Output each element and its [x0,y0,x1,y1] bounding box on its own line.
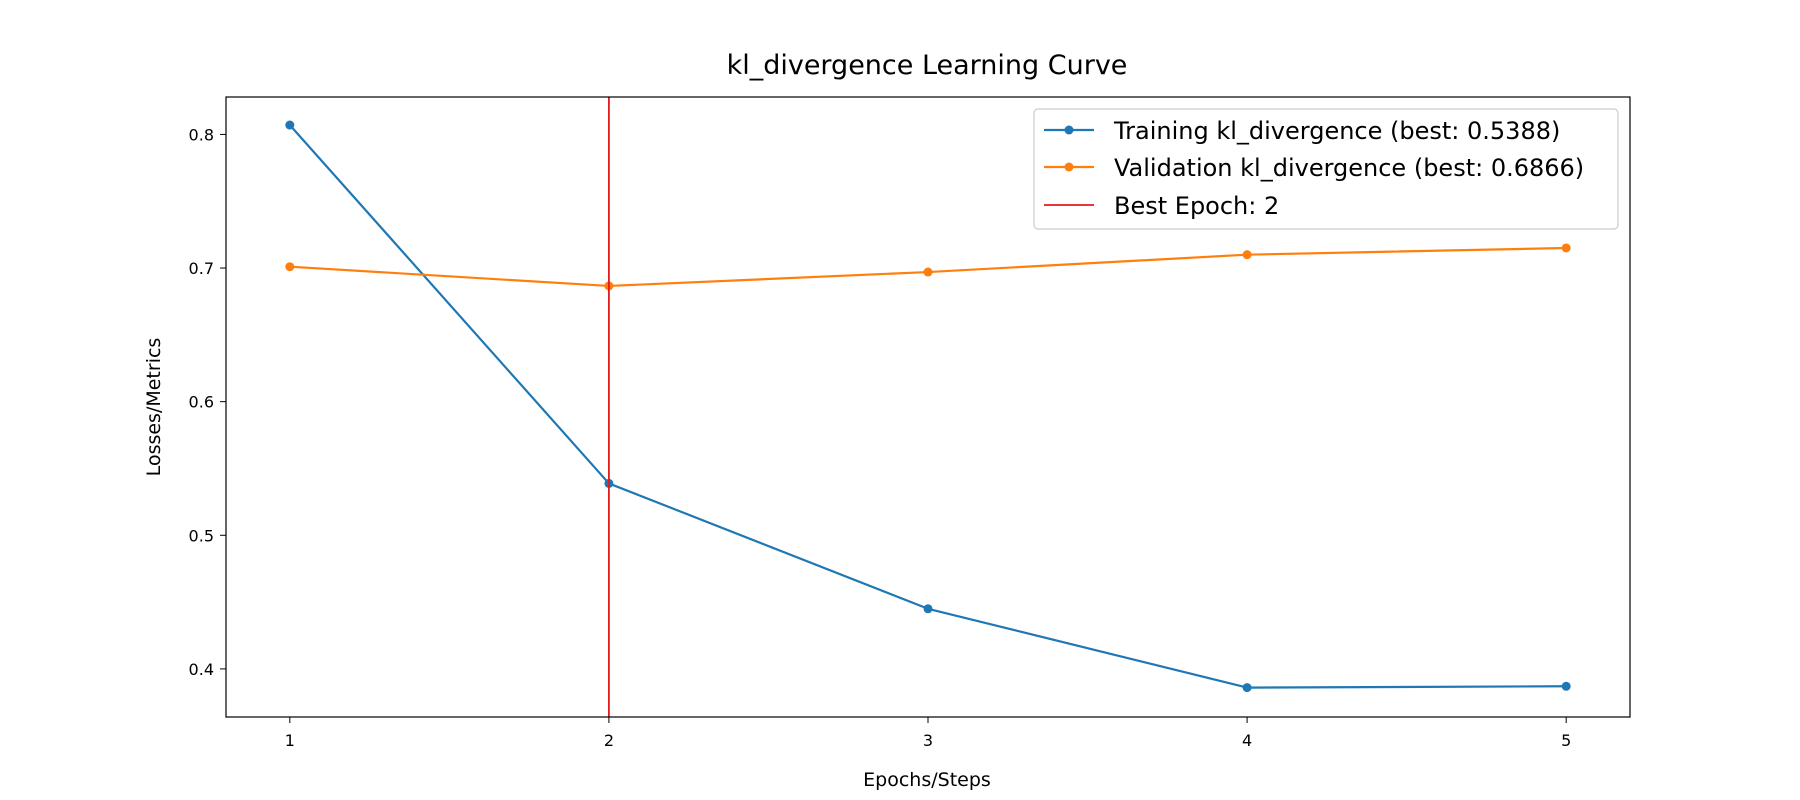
legend-label-validation: Validation kl_divergence (best: 0.6866) [1114,154,1584,182]
legend-label-training: Training kl_divergence (best: 0.5388) [1113,117,1560,145]
legend-marker-training [1064,125,1074,135]
series-line-validation [289,246,1567,288]
y-tick-label: 0.4 [189,660,214,679]
y-axis-ticks: 0.4 0.5 0.6 0.7 0.8 [189,125,226,679]
data-point-training [285,120,295,130]
x-tick-label: 2 [604,731,614,750]
data-point-validation [923,267,933,277]
legend: Training kl_divergence (best: 0.5388) Va… [1033,108,1619,230]
y-tick-label: 0.6 [189,393,214,412]
data-point-training [1561,681,1571,691]
x-tick-label: 5 [1561,731,1571,750]
data-point-training [923,604,933,614]
x-axis-label: Epochs/Steps [863,769,991,791]
x-axis-ticks: 1 2 3 4 5 [285,717,1571,750]
legend-label-best-epoch: Best Epoch: 2 [1114,192,1279,220]
data-point-validation [1242,250,1252,260]
plot-area [285,97,1571,717]
data-point-validation [1561,243,1571,253]
legend-marker-validation [1064,162,1074,172]
data-point-training [1242,683,1252,693]
y-tick-label: 0.8 [189,125,214,144]
x-tick-label: 3 [923,731,933,750]
x-tick-label: 4 [1242,731,1252,750]
x-tick-label: 1 [285,731,295,750]
y-tick-label: 0.5 [189,526,214,545]
data-point-validation [285,262,295,272]
y-tick-label: 0.7 [189,259,214,278]
chart-title: kl_divergence Learning Curve [727,50,1128,81]
legend-box [1033,108,1619,230]
y-axis-label: Losses/Metrics [143,338,165,477]
